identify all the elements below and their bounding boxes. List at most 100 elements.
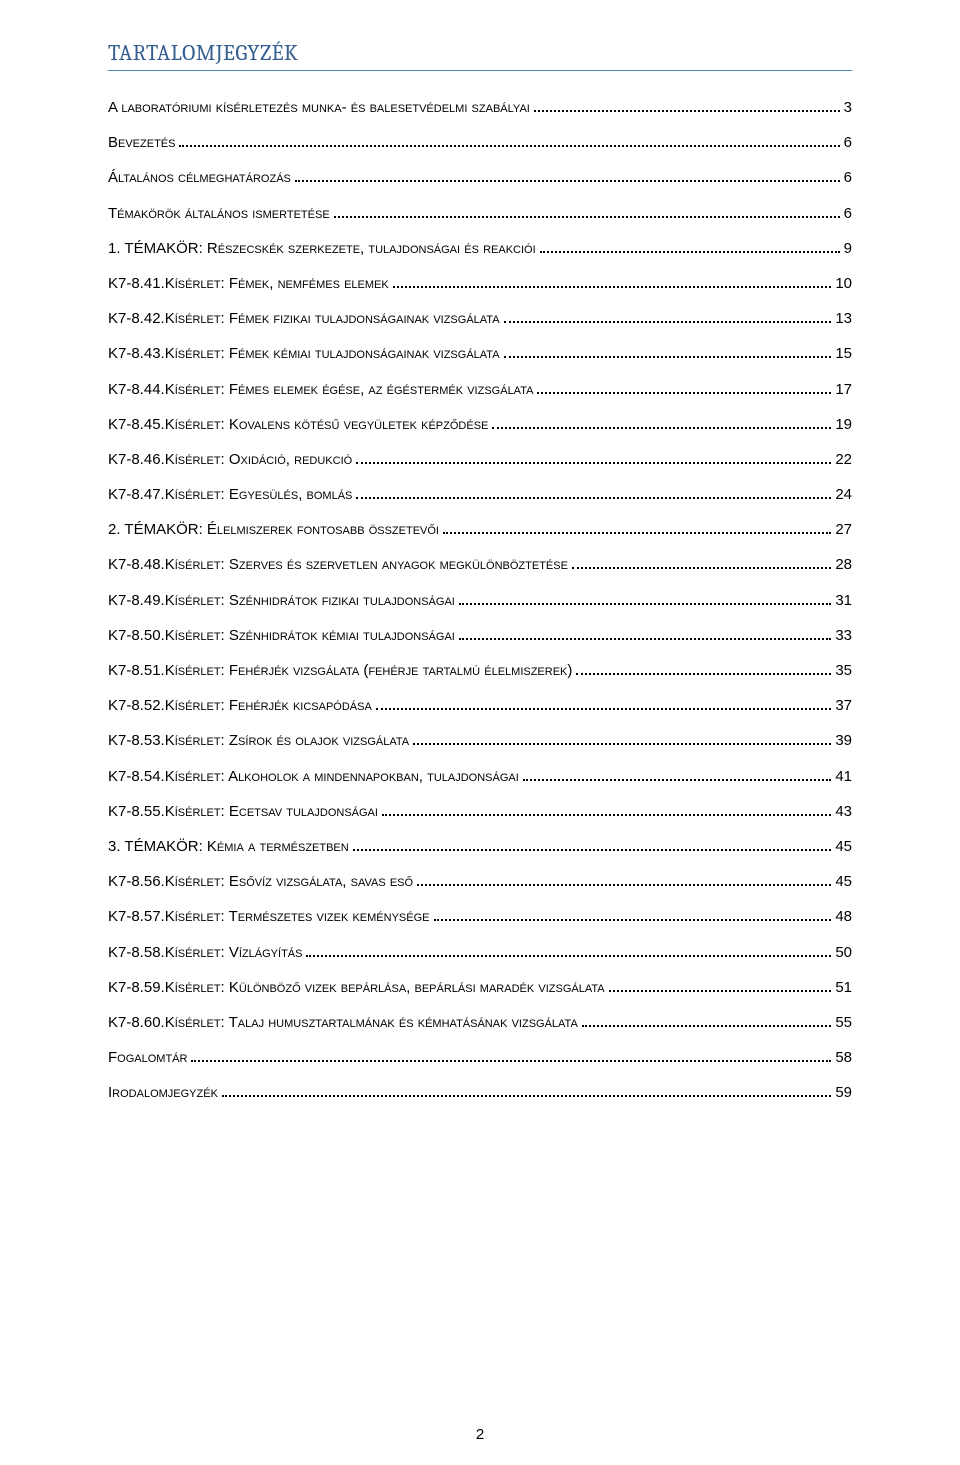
toc-leader-dots <box>295 180 840 182</box>
toc-entry-page: 10 <box>835 275 852 292</box>
toc-entry-label: K7-8.52.Kísérlet: Fehérjék kicsapódása <box>108 697 372 714</box>
toc-entry-label: K7-8.59.Kísérlet: Különböző vizek bepárl… <box>108 979 605 996</box>
toc-entry-label: K7-8.57.Kísérlet: Természetes vizek kemé… <box>108 908 430 925</box>
toc-leader-dots <box>540 251 840 253</box>
toc-entry[interactable]: K7-8.42.Kísérlet: Fémek fizikai tulajdon… <box>108 310 852 327</box>
toc-leader-dots <box>504 321 832 323</box>
toc-entry[interactable]: K7-8.50.Kísérlet: Szénhidrátok kémiai tu… <box>108 627 852 644</box>
toc-entry-label: Irodalomjegyzék <box>108 1084 218 1101</box>
toc-entry-page: 45 <box>835 838 852 855</box>
toc-leader-dots <box>537 392 831 394</box>
toc-entry[interactable]: K7-8.45.Kísérlet: Kovalens kötésű vegyül… <box>108 416 852 433</box>
toc-entry-page: 51 <box>835 979 852 996</box>
toc-leader-dots <box>443 532 831 534</box>
toc-entry[interactable]: K7-8.58.Kísérlet: Vízlágyítás50 <box>108 944 852 961</box>
toc-leader-dots <box>413 743 831 745</box>
toc-leader-dots <box>572 567 831 569</box>
toc-entry-page: 50 <box>835 944 852 961</box>
toc-leader-dots <box>534 110 840 112</box>
toc-leader-dots <box>393 286 832 288</box>
toc-entry[interactable]: K7-8.59.Kísérlet: Különböző vizek bepárl… <box>108 979 852 996</box>
toc-entry[interactable]: K7-8.57.Kísérlet: Természetes vizek kemé… <box>108 908 852 925</box>
toc-entry[interactable]: K7-8.56.Kísérlet: Esővíz vizsgálata, sav… <box>108 873 852 890</box>
toc-entry[interactable]: 1. TÉMAKÖR: Részecskék szerkezete, tulaj… <box>108 240 852 257</box>
toc-entry[interactable]: Irodalomjegyzék59 <box>108 1084 852 1101</box>
toc-entry-page: 15 <box>835 345 852 362</box>
toc-entry-page: 13 <box>835 310 852 327</box>
toc-entry-label: K7-8.51.Kísérlet: Fehérjék vizsgálata (f… <box>108 662 572 679</box>
toc-list: A laboratóriumi kísérletezés munka- és b… <box>108 99 852 1101</box>
toc-entry[interactable]: 3. TÉMAKÖR: Kémia a természetben 45 <box>108 838 852 855</box>
toc-entry-page: 9 <box>844 240 852 257</box>
toc-entry-page: 48 <box>835 908 852 925</box>
toc-entry-label: Bevezetés <box>108 134 175 151</box>
toc-entry[interactable]: K7-8.41.Kísérlet: Fémek, nemfémes elemek… <box>108 275 852 292</box>
toc-entry[interactable]: K7-8.60.Kísérlet: Talaj humusztartalmána… <box>108 1014 852 1031</box>
toc-entry-label: 1. TÉMAKÖR: Részecskék szerkezete, tulaj… <box>108 240 536 257</box>
toc-leader-dots <box>504 356 832 358</box>
toc-leader-dots <box>582 1025 832 1027</box>
toc-entry[interactable]: K7-8.48.Kísérlet: Szerves és szervetlen … <box>108 556 852 573</box>
toc-entry-page: 27 <box>835 521 852 538</box>
toc-leader-dots <box>191 1060 831 1062</box>
toc-entry-page: 6 <box>844 134 852 151</box>
toc-entry-page: 45 <box>835 873 852 890</box>
toc-leader-dots <box>417 884 831 886</box>
toc-entry[interactable]: Bevezetés 6 <box>108 134 852 151</box>
toc-entry-page: 6 <box>844 169 852 186</box>
toc-entry-page: 37 <box>835 697 852 714</box>
toc-leader-dots <box>306 955 831 957</box>
toc-entry-label: K7-8.42.Kísérlet: Fémek fizikai tulajdon… <box>108 310 500 327</box>
toc-leader-dots <box>492 427 831 429</box>
toc-entry-label: Témakörök általános ismertetése <box>108 205 330 222</box>
toc-entry[interactable]: 2. TÉMAKÖR: Élelmiszerek fontosabb össze… <box>108 521 852 538</box>
toc-leader-dots <box>576 673 831 675</box>
toc-entry-label: K7-8.44.Kísérlet: Fémes elemek égése, az… <box>108 381 533 398</box>
toc-entry[interactable]: K7-8.53.Kísérlet: Zsírok és olajok vizsg… <box>108 732 852 749</box>
toc-entry-page: 43 <box>835 803 852 820</box>
toc-entry[interactable]: Általános célmeghatározás 6 <box>108 169 852 186</box>
toc-entry-label: K7-8.46.Kísérlet: Oxidáció, redukció <box>108 451 352 468</box>
toc-entry[interactable]: K7-8.43.Kísérlet: Fémek kémiai tulajdons… <box>108 345 852 362</box>
toc-entry-page: 22 <box>835 451 852 468</box>
toc-entry-page: 19 <box>835 416 852 433</box>
toc-entry-page: 55 <box>835 1014 852 1031</box>
toc-leader-dots <box>222 1095 831 1097</box>
toc-leader-dots <box>609 990 832 992</box>
toc-leader-dots <box>353 849 832 851</box>
toc-entry-label: A laboratóriumi kísérletezés munka- és b… <box>108 99 530 116</box>
toc-entry[interactable]: Témakörök általános ismertetése 6 <box>108 205 852 222</box>
toc-entry-label: K7-8.43.Kísérlet: Fémek kémiai tulajdons… <box>108 345 500 362</box>
toc-entry[interactable]: K7-8.46.Kísérlet: Oxidáció, redukció 22 <box>108 451 852 468</box>
toc-entry-label: K7-8.48.Kísérlet: Szerves és szervetlen … <box>108 556 568 573</box>
toc-leader-dots <box>434 919 832 921</box>
toc-entry-label: K7-8.41.Kísérlet: Fémek, nemfémes elemek <box>108 275 389 292</box>
toc-entry[interactable]: K7-8.47.Kísérlet: Egyesülés, bomlás24 <box>108 486 852 503</box>
toc-entry-page: 17 <box>835 381 852 398</box>
toc-entry-label: K7-8.54.Kísérlet: Alkoholok a mindennapo… <box>108 768 519 785</box>
toc-entry-label: K7-8.53.Kísérlet: Zsírok és olajok vizsg… <box>108 732 409 749</box>
toc-entry[interactable]: K7-8.49.Kísérlet: Szénhidrátok fizikai t… <box>108 592 852 609</box>
toc-entry-page: 6 <box>844 205 852 222</box>
toc-entry-label: Általános célmeghatározás <box>108 169 291 186</box>
toc-entry[interactable]: A laboratóriumi kísérletezés munka- és b… <box>108 99 852 116</box>
toc-entry-label: 3. TÉMAKÖR: Kémia a természetben <box>108 838 349 855</box>
toc-entry[interactable]: K7-8.51.Kísérlet: Fehérjék vizsgálata (f… <box>108 662 852 679</box>
toc-entry[interactable]: K7-8.54.Kísérlet: Alkoholok a mindennapo… <box>108 768 852 785</box>
toc-entry[interactable]: K7-8.52.Kísérlet: Fehérjék kicsapódása 37 <box>108 697 852 714</box>
toc-entry[interactable]: K7-8.44.Kísérlet: Fémes elemek égése, az… <box>108 381 852 398</box>
toc-entry-page: 28 <box>835 556 852 573</box>
toc-entry[interactable]: K7-8.55.Kísérlet: Ecetsav tulajdonságai 4… <box>108 803 852 820</box>
toc-entry-label: 2. TÉMAKÖR: Élelmiszerek fontosabb össze… <box>108 521 439 538</box>
toc-entry-page: 39 <box>835 732 852 749</box>
toc-entry-label: K7-8.55.Kísérlet: Ecetsav tulajdonságai <box>108 803 378 820</box>
toc-leader-dots <box>459 638 831 640</box>
toc-entry-page: 41 <box>835 768 852 785</box>
toc-leader-dots <box>376 708 831 710</box>
toc-leader-dots <box>334 216 840 218</box>
toc-entry-label: K7-8.56.Kísérlet: Esővíz vizsgálata, sav… <box>108 873 413 890</box>
toc-entry-label: K7-8.49.Kísérlet: Szénhidrátok fizikai t… <box>108 592 455 609</box>
footer-page-number: 2 <box>0 1426 960 1443</box>
toc-leader-dots <box>356 497 831 499</box>
toc-entry[interactable]: Fogalomtár58 <box>108 1049 852 1066</box>
